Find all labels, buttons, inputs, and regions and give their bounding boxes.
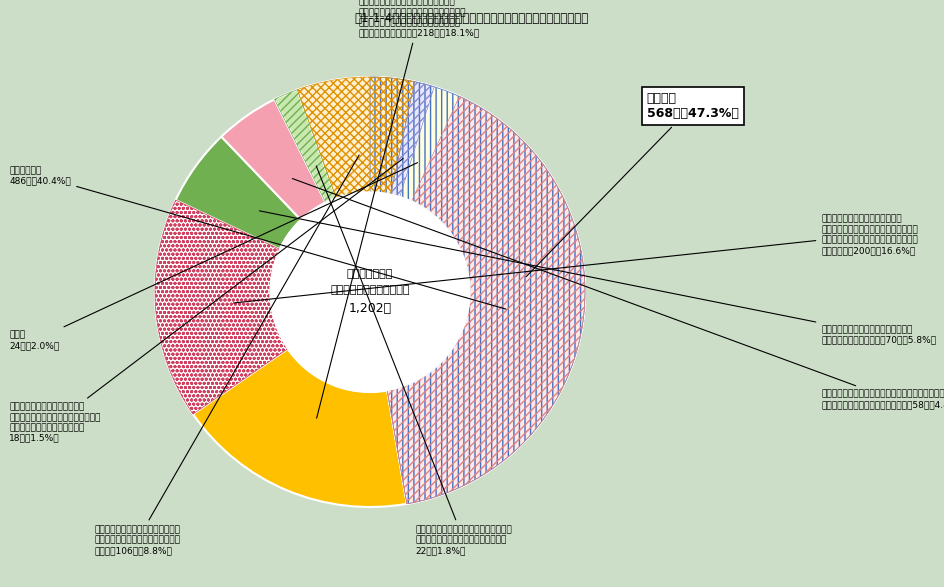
Text: 第1-1-4図　火災による経過別死者発生状況（放火自殺者等を除く。）: 第1-1-4図 火災による経過別死者発生状況（放火自殺者等を除く。） bbox=[355, 12, 589, 25]
Wedge shape bbox=[370, 77, 585, 504]
Circle shape bbox=[270, 192, 470, 392]
Text: 判断力に欠け、あるいは、体力的条件が悪く、ほとんど
避難できなかったと思われるもの。　58人（4.8%）: 判断力に欠け、あるいは、体力的条件が悪く、ほとんど 避難できなかったと思われるも… bbox=[293, 178, 944, 409]
Text: その他
24人（2.0%）: その他 24人（2.0%） bbox=[9, 163, 417, 350]
Wedge shape bbox=[176, 137, 301, 249]
Wedge shape bbox=[297, 77, 414, 198]
Wedge shape bbox=[193, 349, 407, 507]
Text: 避難行動を起こしているが、逃げ切れな
かったと思われるもの。（一応自力避難した
が、避難中、火傷、ガス吸引し病院等で死
亡した場合を含む。）　218人（18.1: 避難行動を起こしているが、逃げ切れな かったと思われるもの。（一応自力避難した … bbox=[316, 0, 480, 418]
Wedge shape bbox=[387, 96, 585, 504]
Text: 1,202人: 1,202人 bbox=[348, 302, 392, 315]
Text: 逃げ遅れ
568人（47.3%）: 逃げ遅れ 568人（47.3%） bbox=[526, 92, 738, 276]
Wedge shape bbox=[400, 87, 460, 201]
Text: 逃げれば逃げられたが、逃げる機会を
失ったと思われるもの。　70人（5.8%）: 逃げれば逃げられたが、逃げる機会を 失ったと思われるもの。 70人（5.8%） bbox=[260, 211, 936, 345]
Text: 一旦、屋外避難後、再進入した
と思われるもの。出火時屋外にいて出
火後進入したと思われるもの。
18人（1.5%）: 一旦、屋外避難後、再進入した と思われるもの。出火時屋外にいて出 火後進入したと… bbox=[9, 158, 403, 443]
Text: 発見が遅れ、気づいた時は火煙が
回り、既に逃げ道がなかったものと思わ
れるもの。（全く気づかなかった場合を
含む。）　　200人（16.6%）: 発見が遅れ、気づいた時は火煙が 回り、既に逃げ道がなかったものと思わ れるもの。… bbox=[233, 215, 918, 303]
Text: （放火自殺者等を除く。）: （放火自殺者等を除く。） bbox=[330, 285, 410, 295]
Wedge shape bbox=[391, 82, 434, 197]
Wedge shape bbox=[275, 90, 336, 203]
Wedge shape bbox=[222, 99, 326, 220]
Text: 不明・調査中
486人（40.4%）: 不明・調査中 486人（40.4%） bbox=[9, 166, 506, 309]
Text: 火災による死者: 火災による死者 bbox=[346, 269, 394, 279]
Text: 延焼拡大が早かった等のため、ほとんど
避難ができなかったと思われるもの。
22人（1.8%）: 延焼拡大が早かった等のため、ほとんど 避難ができなかったと思われるもの。 22人… bbox=[316, 166, 512, 555]
Text: 着衣着火し、火傷（熱傷）あるいは
ガス中毒により死亡したと思われる
もの。　106人（8.8%）: 着衣着火し、火傷（熱傷）あるいは ガス中毒により死亡したと思われる もの。 10… bbox=[94, 155, 359, 555]
Wedge shape bbox=[155, 200, 288, 414]
